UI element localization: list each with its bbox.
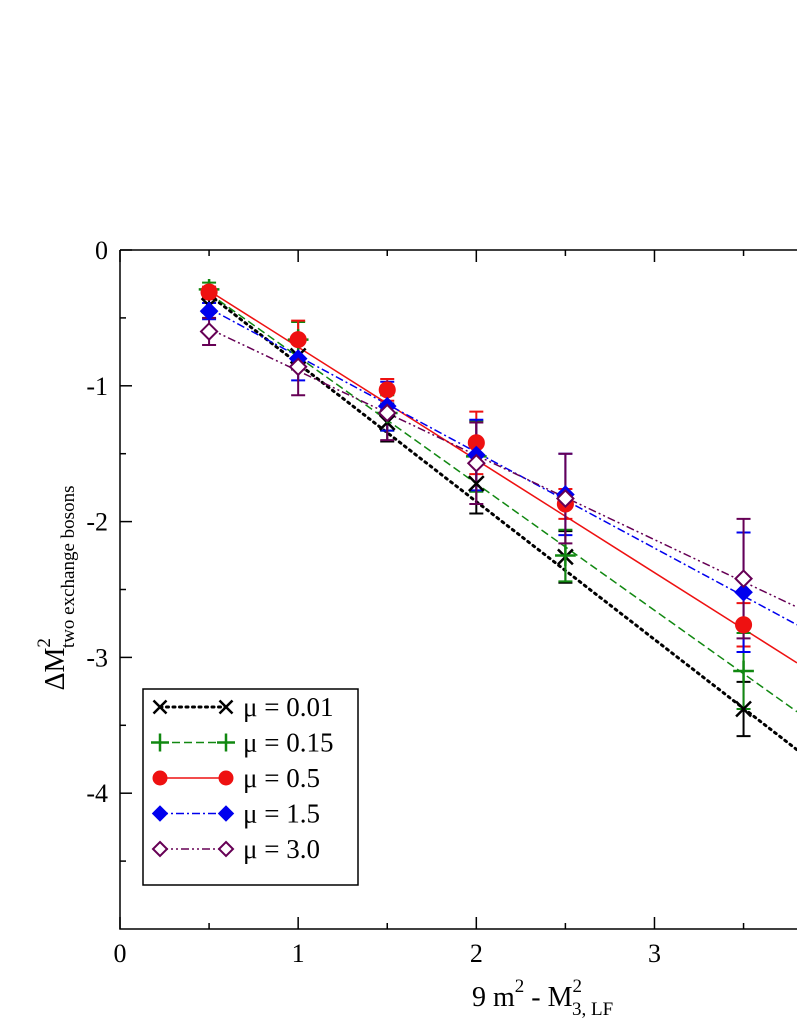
legend-marker-1 — [152, 699, 168, 715]
x-tick-label: 1 — [292, 939, 305, 968]
legend-label-4: μ = 1.5 — [243, 799, 320, 829]
series-5-point — [377, 403, 397, 423]
series-1-point — [467, 475, 485, 492]
markers-layer — [198, 279, 754, 718]
y-tick-label: 0 — [95, 236, 108, 265]
series-3-point — [735, 616, 753, 634]
legend: μ = 0.01 μ = 0.15 μ = 0.5 μ = 1.5 μ = 3.0 — [142, 688, 359, 886]
legend-marker-2 — [217, 733, 235, 752]
legend-marker-5 — [217, 840, 235, 858]
y-tick-label: -2 — [86, 508, 108, 537]
fit-lines-layer — [207, 290, 797, 752]
x-axis-title: 9 m2 - M2 3, LF — [472, 976, 613, 1020]
y-tick-label: -3 — [86, 643, 108, 672]
legend-label-5: μ = 3.0 — [243, 834, 320, 864]
y-axis-title: ΔM2 two exchange bosons — [34, 486, 79, 691]
series-4-fit-line — [208, 307, 797, 626]
y-tick-label: -4 — [86, 779, 108, 808]
series-3-point — [378, 381, 396, 399]
series-2-point — [555, 545, 576, 566]
y-axis-title-group: ΔM2 two exchange bosons — [34, 486, 79, 691]
series-3-point — [289, 331, 307, 349]
y-tick-label: -1 — [86, 372, 108, 401]
legend-label-3: μ = 0.5 — [243, 763, 320, 793]
series-5-fit-line — [208, 328, 797, 608]
legend-label-2: μ = 0.15 — [243, 728, 333, 758]
series-5-point — [555, 489, 575, 508]
error-bars-layer — [202, 281, 751, 738]
legend-marker-4 — [151, 805, 169, 822]
series-2-fit-line — [208, 292, 797, 713]
axes-layer: 0 1 2 3 0 -1 -2 -3 -4 — [86, 236, 797, 968]
legend-marker-2 — [151, 733, 169, 752]
legend-box — [142, 688, 359, 886]
series-3-fit-line — [208, 290, 797, 664]
series-5-point — [734, 569, 754, 589]
x-tick-label: 3 — [648, 939, 661, 968]
series-4-point — [199, 301, 219, 321]
legend-marker-3 — [218, 770, 234, 786]
legend-marker-5 — [151, 840, 169, 858]
series-5-point — [288, 357, 308, 377]
x-tick-label: 0 — [114, 939, 127, 968]
series-3-point — [200, 283, 218, 301]
series-2-point — [733, 660, 754, 682]
series-5-point — [466, 453, 486, 473]
legend-label-1: μ = 0.01 — [243, 692, 333, 722]
legend-marker-4 — [217, 805, 235, 822]
series-5-point — [199, 322, 219, 341]
series-1-point — [735, 700, 752, 718]
legend-marker-1 — [218, 699, 234, 715]
x-tick-label: 2 — [470, 939, 483, 968]
series-1-fit-line — [207, 293, 797, 752]
legend-marker-3 — [152, 770, 168, 786]
series-4-point — [734, 582, 753, 602]
